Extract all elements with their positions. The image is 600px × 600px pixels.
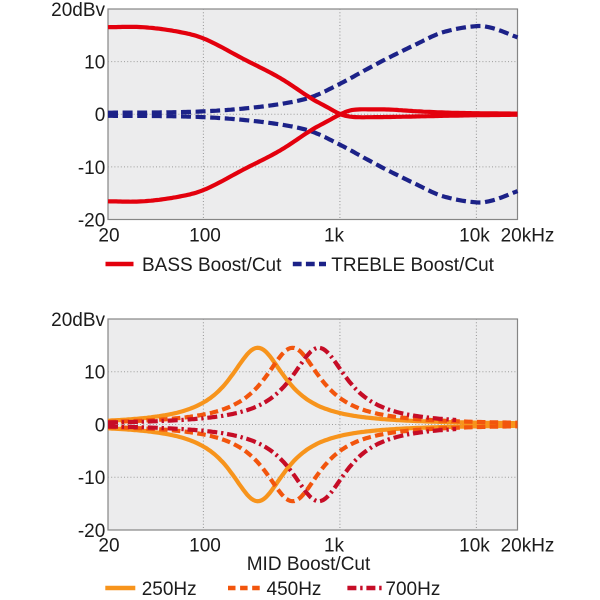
svg-text:100: 100 (189, 225, 221, 246)
svg-text:-10: -10 (78, 468, 105, 489)
svg-text:1k: 1k (324, 225, 345, 246)
svg-text:TREBLE Boost/Cut: TREBLE Boost/Cut (331, 255, 494, 276)
svg-text:0: 0 (95, 415, 106, 436)
svg-text:20dBv: 20dBv (51, 310, 105, 331)
svg-text:-20: -20 (78, 521, 105, 542)
svg-text:20dBv: 20dBv (51, 0, 105, 21)
svg-text:700Hz: 700Hz (385, 579, 440, 600)
svg-text:-10: -10 (78, 158, 105, 179)
svg-text:20kHz: 20kHz (501, 225, 555, 246)
svg-text:20: 20 (98, 225, 119, 246)
svg-text:-20: -20 (78, 210, 105, 231)
svg-text:250Hz: 250Hz (142, 579, 197, 600)
svg-text:0: 0 (95, 105, 106, 126)
svg-text:20kHz: 20kHz (501, 536, 555, 557)
svg-text:MID Boost/Cut: MID Boost/Cut (247, 554, 371, 575)
svg-text:1k: 1k (324, 536, 345, 557)
svg-text:10k: 10k (459, 536, 490, 557)
svg-text:10k: 10k (459, 225, 490, 246)
svg-text:100: 100 (189, 536, 221, 557)
svg-text:10: 10 (84, 53, 105, 74)
svg-text:450Hz: 450Hz (267, 579, 322, 600)
svg-text:20: 20 (98, 536, 119, 557)
svg-text:10: 10 (84, 363, 105, 384)
svg-text:BASS Boost/Cut: BASS Boost/Cut (142, 255, 282, 276)
